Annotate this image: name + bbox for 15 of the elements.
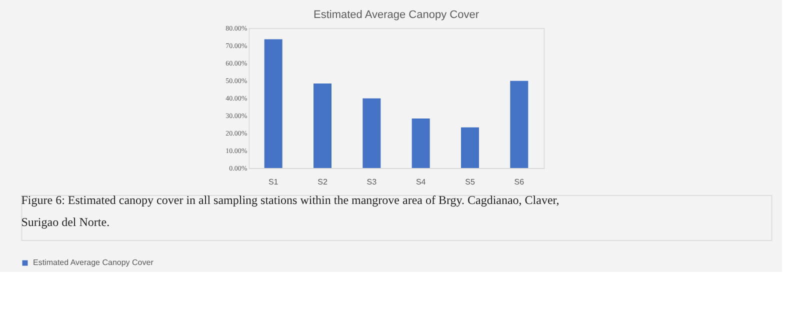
x-tick-label: S2: [318, 178, 328, 186]
x-tick-label: S5: [465, 178, 476, 186]
legend-label: Estimated Average Canopy Cover: [33, 258, 154, 267]
bar: [412, 118, 430, 168]
x-tick-label: S1: [268, 178, 279, 186]
chart-title: Estimated Average Canopy Cover: [314, 9, 480, 21]
x-tick-label: S4: [416, 178, 426, 186]
x-tick-label: S6: [514, 178, 525, 186]
bar: [510, 80, 528, 168]
bar: [264, 39, 282, 168]
bar: [461, 127, 479, 168]
caption: Figure 6: Estimated canopy cover in all sampling stations within the mangrove area of Brgy. Cagdianao, Claver, Surigao del Norte.: [21, 193, 560, 229]
x-tick-label: S3: [366, 178, 378, 186]
bar: [314, 83, 332, 168]
bar: [362, 98, 381, 168]
